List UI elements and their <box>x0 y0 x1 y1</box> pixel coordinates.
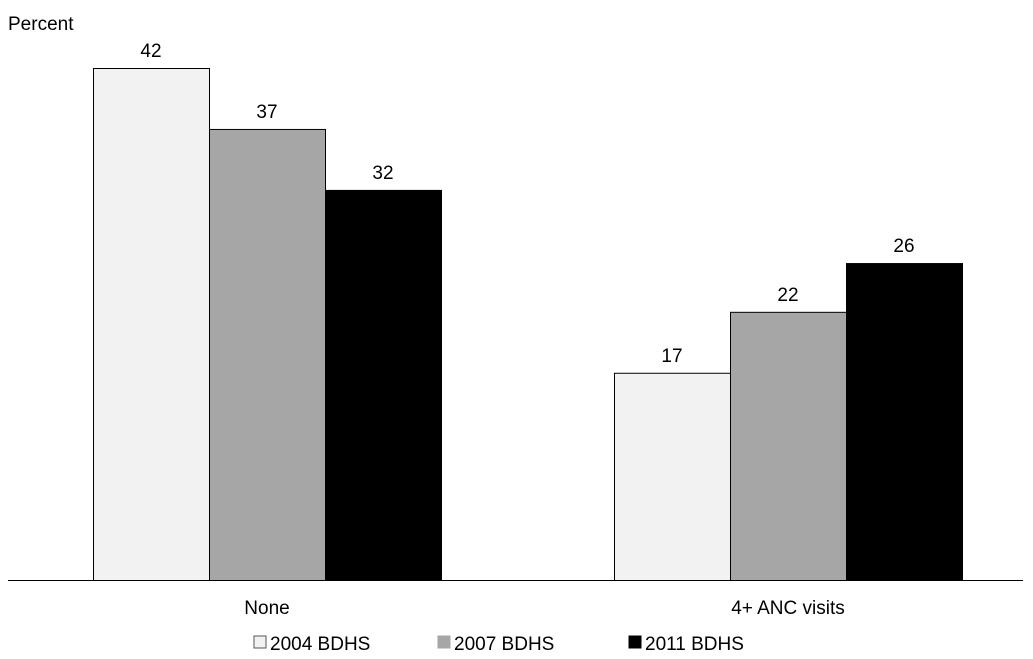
bar-3-2 <box>846 263 963 581</box>
bar-3-1 <box>325 189 442 581</box>
category-label: 4+ ANC visits <box>731 598 845 619</box>
value-label: 17 <box>661 346 682 367</box>
legend-swatch <box>437 635 451 649</box>
value-label: 22 <box>777 285 798 306</box>
bar-1-1 <box>93 68 210 581</box>
legend-label: 2004 BDHS <box>270 634 370 655</box>
bar-2-2 <box>730 311 847 581</box>
y-axis-label: Percent <box>8 14 74 35</box>
category-label: None <box>244 598 289 619</box>
value-label: 32 <box>372 163 393 184</box>
bar-2-1 <box>209 128 326 581</box>
bar-1-2 <box>614 372 731 581</box>
value-label: 42 <box>140 41 161 62</box>
legend-label: 2011 BDHS <box>645 634 744 655</box>
value-label: 26 <box>893 236 914 257</box>
legend-swatch <box>628 635 642 649</box>
legend-label: 2007 BDHS <box>454 634 554 655</box>
value-label: 37 <box>256 102 277 123</box>
legend-swatch <box>253 635 267 649</box>
